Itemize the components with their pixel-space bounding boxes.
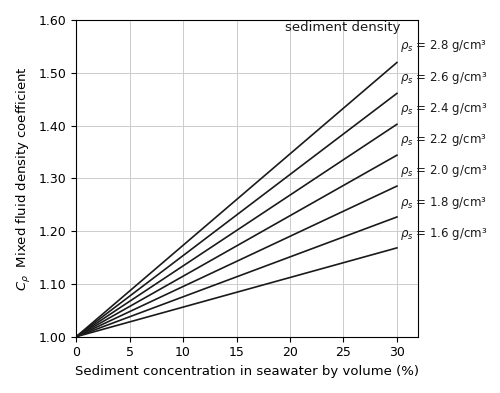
X-axis label: Sediment concentration in seawater by volume (%): Sediment concentration in seawater by vo… bbox=[75, 365, 419, 378]
Text: sediment density: sediment density bbox=[284, 21, 400, 35]
Text: $\rho_s$ = 1.6 g/cm³: $\rho_s$ = 1.6 g/cm³ bbox=[400, 226, 488, 242]
Text: $\rho_s$ = 2.0 g/cm³: $\rho_s$ = 2.0 g/cm³ bbox=[400, 163, 488, 179]
Y-axis label: $C_\rho$  Mixed fluid density coefficient: $C_\rho$ Mixed fluid density coefficient bbox=[15, 66, 33, 290]
Text: $\rho_s$ = 2.4 g/cm³: $\rho_s$ = 2.4 g/cm³ bbox=[400, 101, 488, 117]
Text: $\rho_s$ = 2.8 g/cm³: $\rho_s$ = 2.8 g/cm³ bbox=[400, 39, 487, 55]
Text: $\rho_s$ = 2.6 g/cm³: $\rho_s$ = 2.6 g/cm³ bbox=[400, 70, 488, 86]
Text: $\rho_s$ = 2.2 g/cm³: $\rho_s$ = 2.2 g/cm³ bbox=[400, 132, 487, 148]
Text: $\rho_s$ = 1.8 g/cm³: $\rho_s$ = 1.8 g/cm³ bbox=[400, 195, 487, 211]
